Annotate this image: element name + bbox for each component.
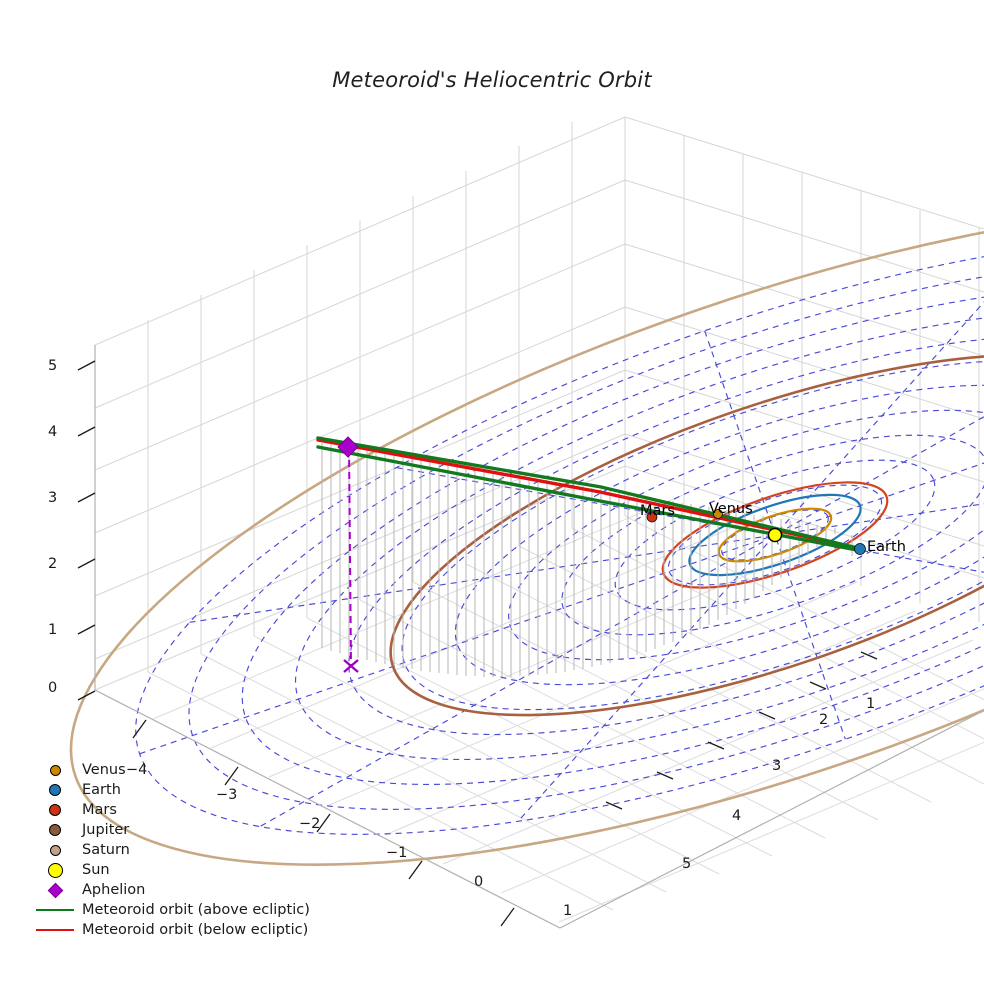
mars-marker-icon xyxy=(34,800,76,820)
earth-marker-icon xyxy=(34,780,76,800)
legend-label-aphelion: Aphelion xyxy=(82,882,146,898)
left-axis-tick-5: 5 xyxy=(48,358,58,374)
legend-item-sun[interactable]: Sun xyxy=(34,860,296,880)
legend-label-mars: Mars xyxy=(82,802,117,818)
legend-label-earth: Earth xyxy=(82,782,121,798)
bottom-left-axis-tick-neg4: −4 xyxy=(126,762,148,778)
axes-pane-gridlines xyxy=(94,116,984,691)
bottom-left-axis-tick-neg2: −2 xyxy=(299,816,321,832)
sun-marker-icon xyxy=(34,860,76,880)
legend-item-venus[interactable]: Venus xyxy=(34,760,296,780)
green-line-icon xyxy=(34,900,76,920)
bottom-right-axis-tick-3: 3 xyxy=(772,758,782,774)
saturn-orbit xyxy=(69,204,984,866)
legend-item-aphelion[interactable]: Aphelion xyxy=(34,880,296,900)
legend-label-sun: Sun xyxy=(82,862,110,878)
legend-item-saturn[interactable]: Saturn xyxy=(34,840,296,860)
aphelion-projection-x-marker xyxy=(343,659,359,673)
legend-item-mars[interactable]: Mars xyxy=(34,800,296,820)
aphelion-drop-line xyxy=(348,447,352,666)
jupiter-marker-icon xyxy=(34,820,76,840)
earth-marker xyxy=(854,543,866,555)
legend-label-above-ecliptic: Meteoroid orbit (above ecliptic) xyxy=(82,902,310,918)
left-axis-tick-0: 0 xyxy=(48,680,58,696)
mars-marker xyxy=(646,511,658,523)
bottom-right-axis-tick-2: 2 xyxy=(819,712,829,728)
mars-label: Mars xyxy=(640,503,675,519)
legend-item-earth[interactable]: Earth xyxy=(34,780,296,800)
left-axis-tick-3: 3 xyxy=(48,490,58,506)
left-axis-tick-2: 2 xyxy=(48,556,58,572)
bottom-left-axis-tick-neg1: −1 xyxy=(386,845,408,861)
legend-item-jupiter[interactable]: Jupiter xyxy=(34,820,296,840)
bottom-right-axis-tick-1: 1 xyxy=(866,696,876,712)
bottom-left-axis-tick-neg3: −3 xyxy=(216,787,238,803)
venus-label: Venus xyxy=(709,501,753,517)
mars-orbit xyxy=(661,481,889,589)
page-title: Meteoroid's Heliocentric Orbit xyxy=(332,68,652,92)
bottom-right-axis-tick-4: 4 xyxy=(732,808,742,824)
left-axis-tick-4: 4 xyxy=(48,424,58,440)
bottom-right-axis-tick-extra: 1 xyxy=(563,903,573,919)
left-axis-tick-1: 1 xyxy=(48,622,58,638)
aphelion-marker xyxy=(337,436,359,458)
jupiter-orbit xyxy=(389,353,984,717)
axis-spines xyxy=(94,345,984,929)
saturn-marker-icon xyxy=(34,840,76,860)
aphelion-marker-icon xyxy=(34,880,76,900)
earth-label: Earth xyxy=(867,539,906,555)
red-line-icon xyxy=(34,920,76,940)
legend: Venus Earth Mars Jupiter Saturn xyxy=(34,760,310,940)
legend-label-jupiter: Jupiter xyxy=(82,822,130,838)
legend-label-venus: Venus xyxy=(82,762,126,778)
legend-label-saturn: Saturn xyxy=(82,842,130,858)
axis-tick-marks xyxy=(77,360,878,927)
legend-item-below-ecliptic[interactable]: Meteoroid orbit (below ecliptic) xyxy=(34,920,308,940)
bottom-right-axis-tick-5: 5 xyxy=(682,856,692,872)
sun-marker xyxy=(767,527,783,543)
venus-marker xyxy=(713,509,723,519)
earth-orbit xyxy=(688,493,862,577)
ecliptic-floor-grid xyxy=(94,465,984,929)
venus-marker-icon xyxy=(34,760,76,780)
bottom-left-axis-tick-0: 0 xyxy=(474,874,484,890)
legend-label-below-ecliptic: Meteoroid orbit (below ecliptic) xyxy=(82,922,309,938)
legend-item-above-ecliptic[interactable]: Meteoroid orbit (above ecliptic) xyxy=(34,900,310,920)
